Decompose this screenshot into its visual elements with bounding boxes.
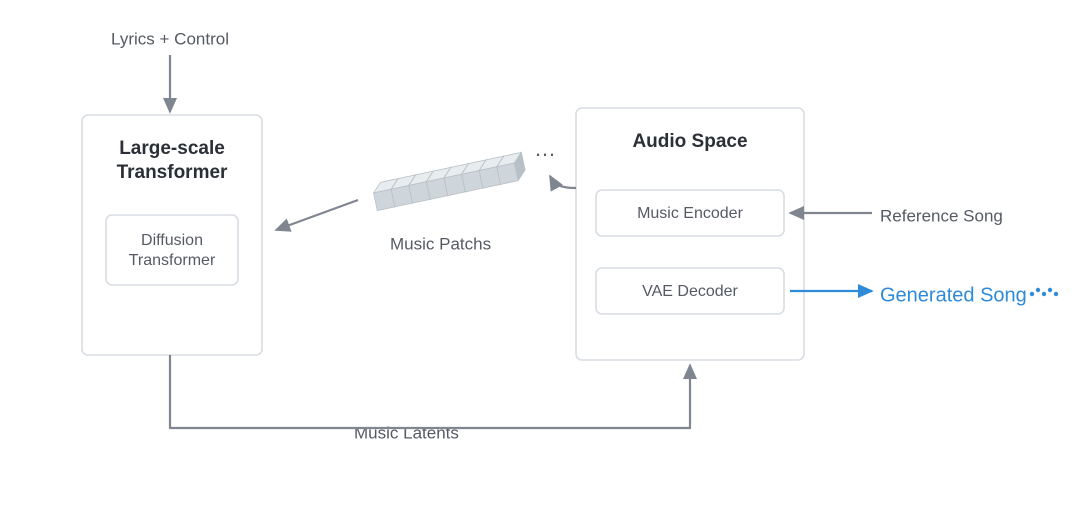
generated-song-label: Generated Song (880, 284, 1027, 306)
music-latents-label-top: Music Latents (354, 423, 459, 442)
transformer-title-2: Transformer (117, 162, 228, 183)
audio-title: Audio Space (632, 131, 747, 152)
arrow-transformer-to-vae (170, 355, 690, 428)
transformer-title-1: Large-scale (119, 138, 225, 159)
arrow-patches-to-diffusion (276, 200, 358, 230)
diffusion-label-2: Transformer (129, 252, 216, 269)
music-patches-label: Music Patchs (390, 234, 491, 253)
ellipsis: … (534, 136, 556, 161)
architecture-diagram: Large-scale Transformer Diffusion Transform… (0, 0, 1080, 512)
reference-song-label: Reference Song (880, 206, 1003, 225)
music-patches-cubes (372, 152, 527, 210)
arrow-audio-to-patches (550, 176, 576, 188)
diffusion-label-1: Diffusion (141, 232, 203, 249)
input-label: Lyrics + Control (111, 29, 229, 48)
diffusion-box (106, 215, 238, 285)
music-encoder-label: Music Encoder (637, 205, 743, 222)
vae-decoder-label: VAE Decoder (642, 283, 738, 300)
music-notes-icon (1030, 288, 1058, 296)
